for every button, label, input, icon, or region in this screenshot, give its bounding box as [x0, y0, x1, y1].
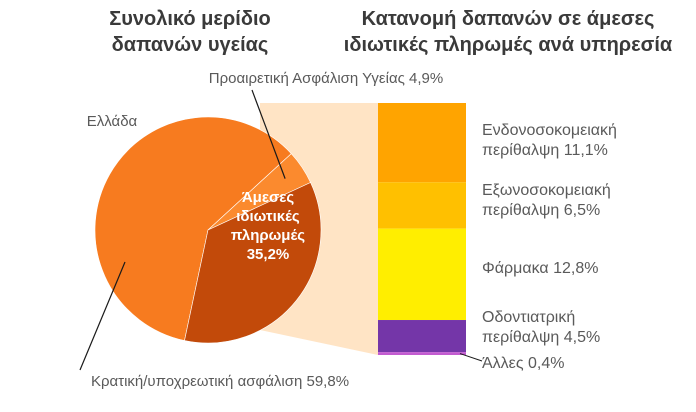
leader-line-voluntary-insurance [251, 89, 286, 179]
bar-label-dental: Οδοντιατρική περίθαλψη 4,5% [482, 309, 600, 346]
pie-label-voluntary-insurance: Προαιρετική Ασφάλιση Υγείας 4,9% [209, 70, 443, 87]
leader-line-other [459, 353, 483, 362]
pie-label-direct-payments: Άμεσες ιδιωτικές πληρωμές 35,2% [231, 189, 305, 263]
leader-line-state-insurance [79, 261, 126, 371]
bar-label-outpatient: Εξωνοσοκομειακή περίθαλψη 6,5% [482, 182, 611, 219]
pie-title-line-2: δαπανών υγείας [112, 34, 269, 56]
bar-title-line-1: Κατανομή δαπανών σε άμεσες [362, 8, 655, 30]
pie-label-state-insurance: Κρατική/υποχρεωτική ασφάλιση 59,8% [91, 373, 349, 390]
chart-labels: Ελλάδα Προαιρετική Ασφάλιση Υγείας 4,9% Κρ… [79, 70, 617, 390]
bar-segment-other [378, 352, 466, 355]
bar-label-other: Άλλες 0,4% [482, 355, 564, 372]
region-label: Ελλάδα [87, 113, 138, 130]
bar-segment-pharmaceuticals [378, 228, 466, 321]
bar-segment-inpatient [378, 103, 466, 183]
pie-slice-direct-payments [184, 182, 322, 344]
bar-segment-outpatient [378, 182, 466, 229]
pie-slice-state-insurance [94, 116, 292, 341]
pie-chart [94, 116, 322, 344]
bar-title-line-2: ιδιωτικές πληρωμές ανά υπηρεσία [344, 34, 673, 56]
bar-label-inpatient: Ενδονοσοκομειακή περίθαλψη 11,1% [482, 122, 617, 159]
bar-label-pharmaceuticals: Φάρμακα 12,8% [482, 260, 598, 277]
bar-segment-dental [378, 320, 466, 353]
stacked-bar [378, 103, 466, 355]
pie-title-line-1: Συνολικό μερίδιο [109, 8, 270, 30]
